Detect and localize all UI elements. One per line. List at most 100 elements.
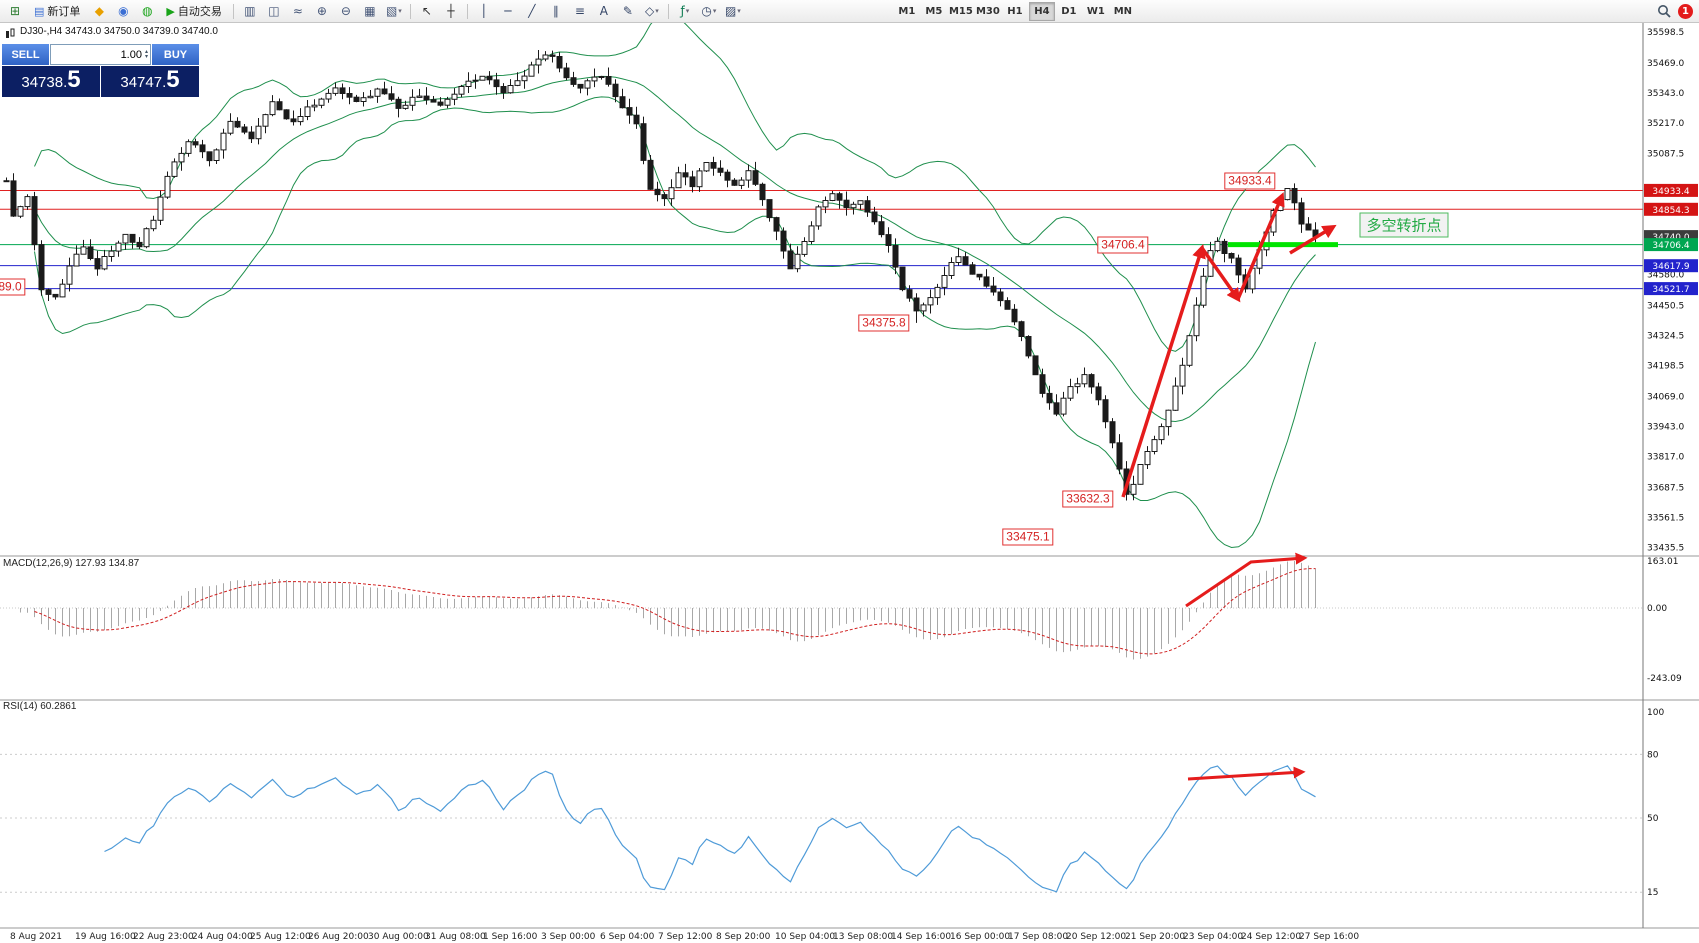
community-icon[interactable]: ◉	[118, 4, 129, 18]
toolbar-separator	[232, 3, 234, 19]
fibonacci-icon[interactable]: ≡	[574, 4, 585, 18]
volume-stepper[interactable]: ▴ ▾	[144, 48, 148, 60]
level-lines[interactable]	[0, 189, 1643, 290]
buy-price[interactable]: 34747. 5	[101, 66, 199, 97]
templates-icon[interactable]: ▨ ▾	[724, 4, 741, 18]
svg-text:35087.5: 35087.5	[1647, 150, 1684, 160]
svg-text:17 Sep 08:00: 17 Sep 08:00	[1008, 932, 1068, 942]
sell-price[interactable]: 34738. 5	[2, 66, 100, 97]
macd-trend-arrow[interactable]	[1185, 552, 1308, 608]
svg-text:34521.7: 34521.7	[1652, 285, 1689, 295]
chevron-down-icon: ▾	[685, 7, 690, 15]
svg-text:13 Sep 08:00: 13 Sep 08:00	[833, 932, 893, 942]
crosshair-icon[interactable]: ┼	[447, 4, 455, 18]
timeframe-m15[interactable]: M15	[948, 5, 973, 17]
vertical-line-icon[interactable]: │	[480, 4, 488, 18]
svg-text:30 Aug 00:00: 30 Aug 00:00	[368, 932, 429, 942]
volume-input[interactable]: 1.00 ▴ ▾	[50, 44, 151, 65]
svg-text:33561.5: 33561.5	[1647, 513, 1684, 523]
auto-trading-button[interactable]: ▶ 自动交易	[160, 2, 227, 20]
timeframe-h4[interactable]: H4	[1028, 1, 1055, 21]
svg-text:10 Sep 04:00: 10 Sep 04:00	[775, 932, 835, 942]
svg-text:7 Sep 12:00: 7 Sep 12:00	[658, 932, 713, 942]
svg-text:34450.5: 34450.5	[1647, 302, 1684, 312]
chevron-down-icon: ▾	[398, 7, 402, 15]
svg-text:0.00: 0.00	[1647, 604, 1667, 614]
price-note[interactable]: 33632.3	[1062, 490, 1114, 508]
metaeditor-icon[interactable]: ◆	[94, 4, 105, 18]
notification-badge[interactable]: 1	[1678, 3, 1693, 19]
buy-button[interactable]: BUY	[152, 44, 199, 65]
svg-text:34854.3: 34854.3	[1652, 206, 1689, 216]
cursor-icon[interactable]: ↖	[421, 4, 432, 18]
toolbar-separator	[466, 3, 468, 19]
search-icon[interactable]	[1657, 4, 1672, 19]
toolbar-separator	[409, 3, 411, 19]
candlesticks	[3, 50, 1319, 501]
candlestick-chart-icon[interactable]: ◫	[268, 4, 280, 18]
trend-arrows[interactable]	[1121, 192, 1337, 498]
svg-text:24 Sep 12:00: 24 Sep 12:00	[1241, 932, 1301, 942]
svg-text:33817.0: 33817.0	[1647, 453, 1684, 463]
timeframe-mn[interactable]: MN	[1113, 5, 1133, 17]
timeframe-h1[interactable]: H1	[1007, 5, 1023, 17]
new-order-button[interactable]: ▤ 新订单	[28, 2, 86, 20]
zoom-in-icon[interactable]: ⊕	[316, 4, 327, 18]
rsi-trend-arrow[interactable]	[1187, 766, 1306, 781]
timeframe-d1[interactable]: D1	[1061, 5, 1077, 17]
chevron-down-icon: ▾	[655, 7, 659, 15]
toolbar-right: 1	[1657, 3, 1695, 19]
svg-text:33687.5: 33687.5	[1647, 483, 1684, 493]
timeframe-m30[interactable]: M30	[975, 5, 1000, 17]
sell-button[interactable]: SELL	[2, 44, 49, 65]
rsi-label: RSI(14) 60.2861	[3, 701, 77, 712]
svg-text:34069.0: 34069.0	[1647, 393, 1684, 403]
svg-text:33943.0: 33943.0	[1647, 423, 1684, 433]
price-note[interactable]: 33475.1	[1002, 528, 1054, 546]
auto-trading-icon: ▶	[166, 4, 175, 18]
svg-text:24 Aug 04:00: 24 Aug 04:00	[192, 932, 253, 942]
timeframe-w1[interactable]: W1	[1086, 5, 1105, 17]
auto-trading-button-label: 自动交易	[177, 5, 222, 18]
svg-text:22 Aug 23:00: 22 Aug 23:00	[133, 932, 194, 942]
bar-chart-icon[interactable]: ▥	[244, 4, 256, 18]
timeframe-m5[interactable]: M5	[925, 5, 943, 17]
svg-text:163.01: 163.01	[1647, 557, 1679, 567]
chart-ohlc-label: DJ30-,H4 34743.0 34750.0 34739.0 34740.0	[20, 26, 218, 37]
text-icon[interactable]: A	[599, 4, 608, 18]
tile-windows-icon[interactable]: ▦	[364, 4, 376, 18]
svg-text:14 Sep 16:00: 14 Sep 16:00	[891, 932, 951, 942]
channel-icon[interactable]: ∥	[552, 4, 559, 18]
shapes-icon[interactable]: ◇ ▾	[645, 4, 659, 18]
macd-label: MACD(12,26,9) 127.93 134.87	[3, 558, 140, 569]
horizontal-line-icon[interactable]: ─	[504, 4, 512, 18]
periodicity-icon[interactable]: ◷ ▾	[701, 4, 717, 18]
price-note[interactable]: 34375.8	[858, 314, 910, 332]
line-chart-icon[interactable]: ≈	[292, 4, 303, 18]
arrange-icon[interactable]: ▧ ▾	[385, 4, 402, 18]
buy-price-big: 5	[166, 66, 180, 93]
price-note[interactable]: 34933.4	[1224, 172, 1276, 190]
svg-text:6 Sep 04:00: 6 Sep 04:00	[600, 932, 655, 942]
symbol-icon	[6, 28, 15, 38]
market-icon[interactable]: ◍	[142, 4, 153, 18]
svg-text:1 Sep 16:00: 1 Sep 16:00	[483, 932, 538, 942]
svg-text:3 Sep 00:00: 3 Sep 00:00	[541, 932, 596, 942]
buy-price-main: 34747.	[120, 74, 167, 91]
timeframe-m1[interactable]: M1	[898, 5, 916, 17]
svg-text:34198.5: 34198.5	[1647, 362, 1684, 372]
new-chart-icon[interactable]: ⊞	[9, 4, 21, 18]
indicators-icon[interactable]: ƒ ▾	[680, 4, 690, 18]
price-note[interactable]: 89.0	[0, 278, 26, 296]
svg-text:35469.0: 35469.0	[1647, 59, 1684, 69]
toolbar-items: ⊞ ▤ 新订单 ◆ ◉ ◍ ▶ 自动交易 ▥ ◫ ≈ ⊕ ⊖ ▦ ▧ ▾ ↖ ┼ │ ─ ╱ ∥ ≡ A ✎ ◇ ▾ ƒ ▾ ◷ ▾ ▨ ▾	[4, 1, 744, 21]
chevron-down-icon: ▾	[737, 7, 741, 15]
svg-text:21 Sep 20:00: 21 Sep 20:00	[1125, 932, 1185, 942]
label-icon[interactable]: ✎	[622, 4, 633, 18]
trendline-icon[interactable]: ╱	[528, 4, 536, 18]
macd-histogram	[20, 561, 1316, 660]
zoom-out-icon[interactable]: ⊖	[340, 4, 351, 18]
price-note[interactable]: 34706.4	[1097, 236, 1149, 254]
turning-point-note[interactable]: 多空转折点	[1359, 212, 1449, 238]
